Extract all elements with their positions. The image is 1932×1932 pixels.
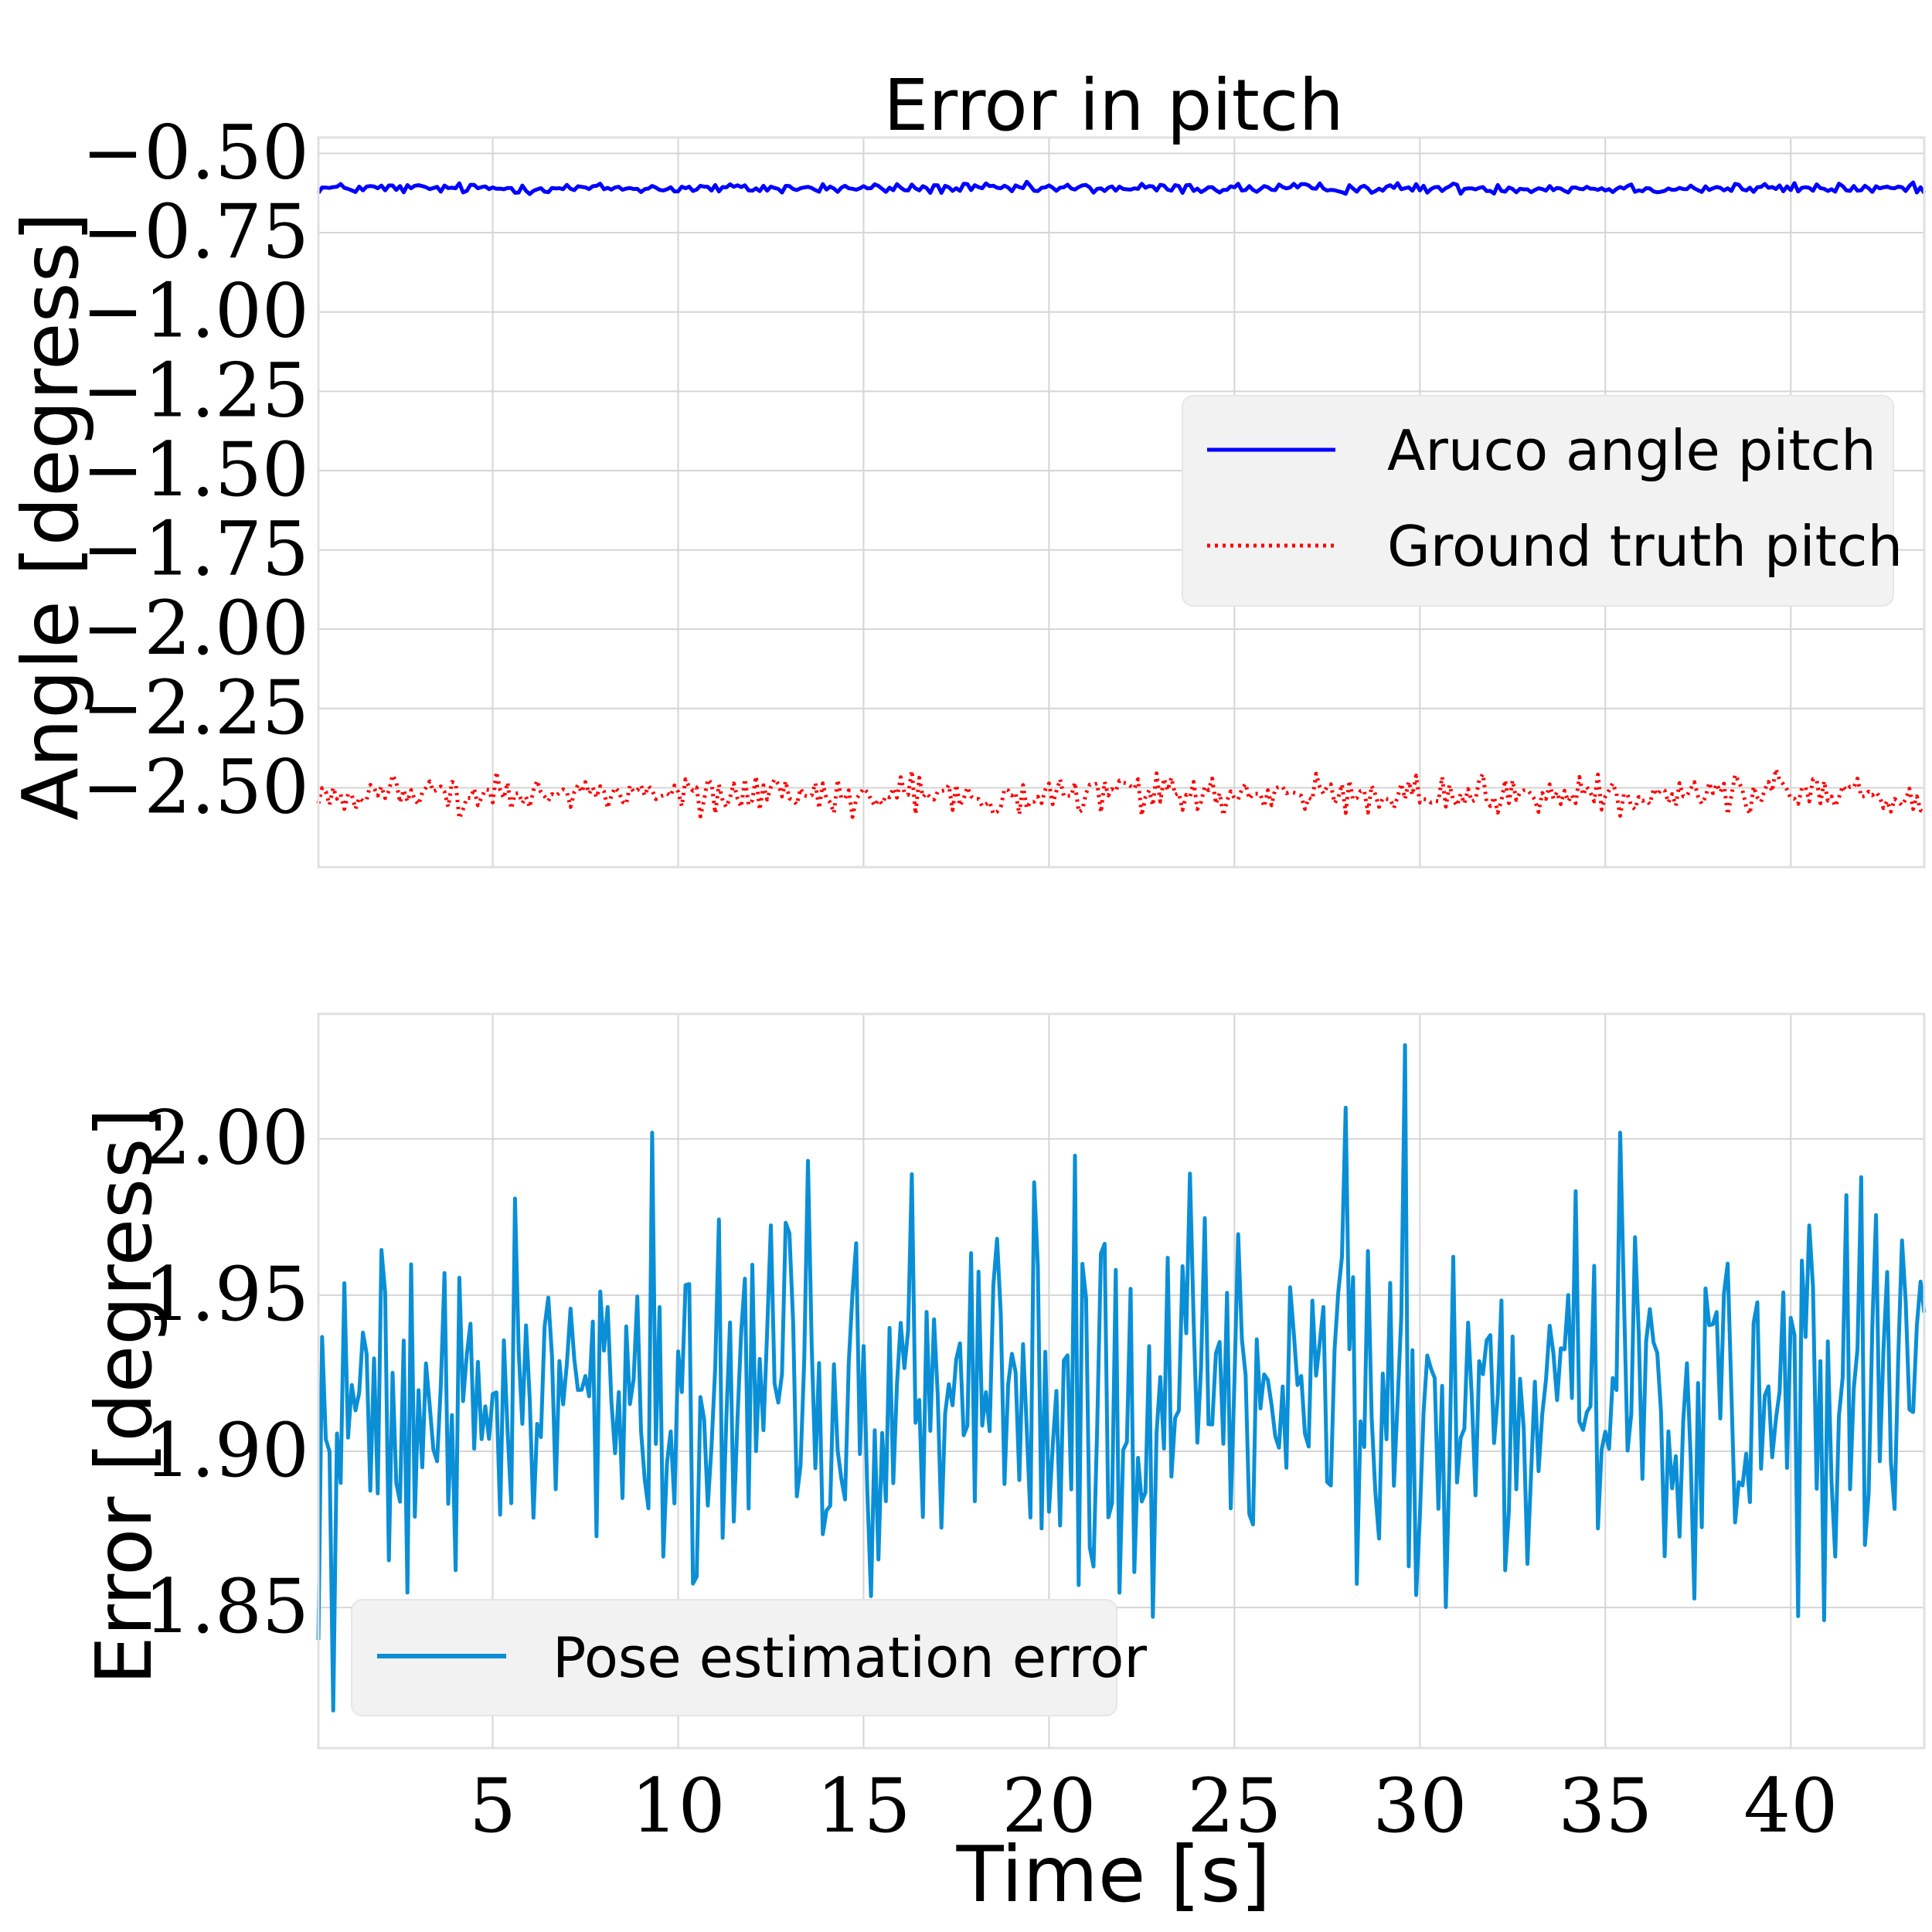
pitch-grid	[318, 138, 1924, 867]
pose-error-y-tick-labels: 1.85 1.90 1.95 2.00	[144, 1095, 309, 1650]
y-tick-label: −1.50	[82, 427, 309, 513]
x-tick-label: 40	[1743, 1763, 1838, 1849]
x-tick-label: 25	[1187, 1763, 1281, 1849]
series-line-pose-estimation-error	[316, 1043, 1927, 1713]
time-x-axis-label: Time [s]	[956, 1829, 1271, 1920]
x-tick-label: 20	[1002, 1763, 1096, 1849]
y-tick-label: 1.85	[144, 1563, 309, 1650]
y-tick-label: −2.00	[82, 585, 309, 672]
pitch-angle-panel: −0.50−0.75−1.00−1.25−1.50−1.75−2.00−2.25…	[5, 64, 1927, 869]
y-tick-label: −2.50	[82, 743, 309, 830]
x-tick-label: 30	[1372, 1763, 1467, 1849]
y-tick-label: −1.75	[82, 506, 309, 593]
chart-title: Error in pitch	[883, 64, 1344, 147]
legend-label-aruco-angle-pitch: Aruco angle pitch	[1387, 418, 1876, 483]
pose-error-y-axis-label: Error [degress]	[79, 1108, 169, 1685]
y-tick-label: 2.00	[144, 1095, 309, 1182]
pose-error-series-group	[316, 1043, 1927, 1713]
x-tick-label: 10	[631, 1763, 725, 1849]
pitch-legend-box	[1182, 395, 1894, 607]
y-tick-label: −0.75	[82, 189, 309, 275]
pose-error-legend-box	[351, 1599, 1117, 1716]
time-x-tick-labels: 5 10 15 20 25 30 35 40	[469, 1763, 1838, 1849]
x-tick-label: 5	[469, 1763, 516, 1849]
legend-label-pose-estimation-error: Pose estimation error	[553, 1625, 1147, 1690]
pitch-y-tick-labels: −0.50−0.75−1.00−1.25−1.50−1.75−2.00−2.25…	[82, 110, 309, 831]
pose-error-panel: 1.85 1.90 1.95 2.00 5 10 15 20 25 30 35 40 Time [s…	[79, 1012, 1927, 1920]
y-tick-label: 1.95	[144, 1251, 309, 1338]
legend-label-ground-truth-pitch: Ground truth pitch	[1387, 514, 1903, 579]
y-tick-label: 1.90	[144, 1407, 309, 1494]
y-tick-label: −0.50	[82, 110, 309, 196]
pitch-series-group	[316, 179, 1927, 821]
series-line-aruco-angle-pitch	[316, 179, 1927, 196]
y-tick-label: −1.00	[82, 268, 309, 355]
x-tick-label: 35	[1558, 1763, 1652, 1849]
pitch-y-axis-label: Angle [degress]	[5, 212, 96, 821]
y-tick-label: −2.25	[82, 665, 309, 751]
x-tick-label: 15	[816, 1763, 910, 1849]
y-tick-label: −1.25	[82, 347, 309, 434]
pitch-legend: Aruco angle pitch Ground truth pitch	[1182, 395, 1903, 607]
pose-error-legend: Pose estimation error	[351, 1599, 1147, 1716]
pose-error-plot-frame	[317, 1012, 1926, 1750]
pitch-plot-frame	[317, 136, 1926, 869]
